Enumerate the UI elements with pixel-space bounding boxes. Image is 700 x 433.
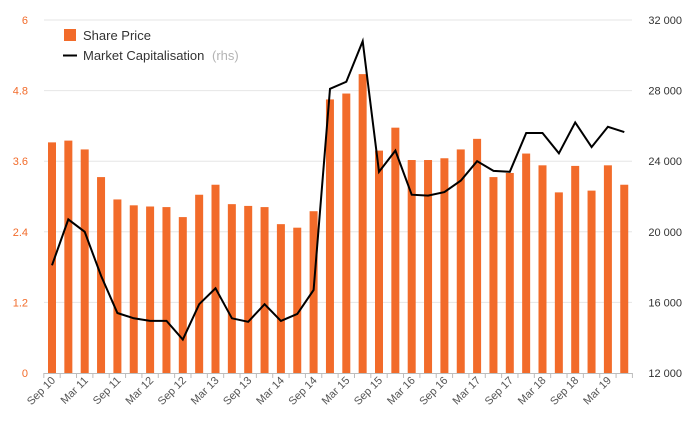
share-price-bar	[244, 205, 253, 373]
share-price-bars	[48, 74, 629, 374]
y-right-tick-label: 32 000	[648, 15, 682, 27]
y-left-tick-label: 2.4	[13, 227, 28, 239]
legend-bar-label: Share Price	[83, 28, 151, 43]
x-tick-label: Mar 12	[124, 375, 157, 408]
x-tick-label: Mar 19	[581, 375, 614, 408]
share-price-bar	[620, 184, 629, 373]
legend-bar-swatch	[64, 29, 76, 41]
share-price-bar	[407, 160, 416, 373]
share-price-bar	[440, 158, 449, 373]
share-price-bar	[227, 204, 236, 373]
left-y-axis: 0 1.2 2.4 3.6 4.8 6	[13, 15, 28, 380]
share-price-bar	[276, 224, 285, 373]
share-price-bar	[195, 194, 204, 373]
share-price-bar	[80, 149, 89, 373]
share-price-bar	[358, 74, 367, 374]
share-price-bar	[587, 190, 596, 373]
y-left-tick-label: 0	[22, 368, 28, 380]
x-tick-label: Mar 11	[59, 375, 91, 407]
share-price-bar	[522, 153, 531, 373]
y-right-tick-label: 28 000	[648, 86, 682, 98]
share-price-bar	[603, 165, 612, 373]
share-price-bar	[325, 99, 334, 374]
share-price-bar	[538, 165, 547, 373]
x-tick-label: Mar 18	[516, 375, 549, 408]
legend-line-note: (rhs)	[212, 48, 239, 63]
share-price-bar	[178, 217, 187, 373]
share-price-bar	[129, 205, 138, 373]
x-tick-label: Sep 14	[287, 375, 320, 408]
x-tick-label: Sep 16	[417, 375, 450, 408]
market-cap-series-line	[51, 37, 625, 342]
share-price-bar	[342, 93, 351, 374]
share-price-bar	[64, 140, 73, 373]
x-tick-label: Sep 10	[25, 375, 58, 408]
share-price-bar	[554, 192, 563, 373]
x-tick-label: Sep 11	[91, 375, 124, 408]
legend-line-name: Market Capitalisation	[83, 48, 204, 63]
share-price-bar	[391, 127, 400, 373]
right-y-axis: 12 000 16 000 20 000 24 000 28 000 32 000	[648, 15, 682, 380]
market-cap-line	[51, 37, 625, 342]
x-axis: Sep 10 Mar 11 Sep 11 Mar 12 Sep 12 Mar 13 Sep …	[25, 373, 633, 408]
y-right-tick-label: 20 000	[648, 227, 682, 239]
share-price-bar	[48, 142, 56, 373]
y-right-tick-label: 12 000	[648, 368, 682, 380]
y-left-tick-label: 6	[22, 15, 28, 27]
legend: Share Price Market Capitalisation (rhs)	[63, 28, 239, 63]
x-tick-label: Sep 12	[156, 375, 189, 408]
share-price-bar	[260, 207, 269, 373]
legend-line-label: Market Capitalisation (rhs)	[83, 48, 239, 63]
share-price-bar	[211, 184, 220, 373]
share-price-bar	[113, 199, 122, 373]
y-right-tick-label: 16 000	[648, 297, 682, 309]
x-tick-label: Sep 18	[548, 375, 581, 408]
y-left-tick-label: 3.6	[13, 156, 28, 168]
x-tick-label: Mar 14	[254, 375, 287, 408]
share-price-bar	[375, 150, 383, 373]
x-tick-label: Sep 13	[221, 375, 254, 408]
share-price-bar	[571, 165, 580, 373]
y-right-tick-label: 24 000	[648, 156, 682, 168]
gridlines	[44, 19, 632, 303]
x-tick-label: Mar 17	[451, 375, 484, 408]
share-price-bar	[456, 149, 465, 373]
x-tick-label: Mar 13	[189, 375, 222, 408]
x-tick-label: Mar 15	[320, 375, 353, 408]
x-tick-label: Sep 15	[352, 375, 385, 408]
x-tick-label: Sep 17	[483, 375, 516, 408]
share-price-bar	[473, 138, 482, 373]
share-price-bar	[489, 177, 498, 373]
share-price-bar	[424, 160, 433, 373]
share-price-bar	[146, 206, 155, 373]
share-price-bar	[162, 207, 171, 373]
x-tick-label: Mar 16	[385, 375, 418, 408]
share-price-bar	[293, 227, 302, 373]
y-left-tick-label: 1.2	[13, 297, 28, 309]
share-price-bar	[505, 172, 514, 373]
y-left-tick-label: 4.8	[13, 86, 28, 98]
share-price-bar	[309, 211, 318, 373]
